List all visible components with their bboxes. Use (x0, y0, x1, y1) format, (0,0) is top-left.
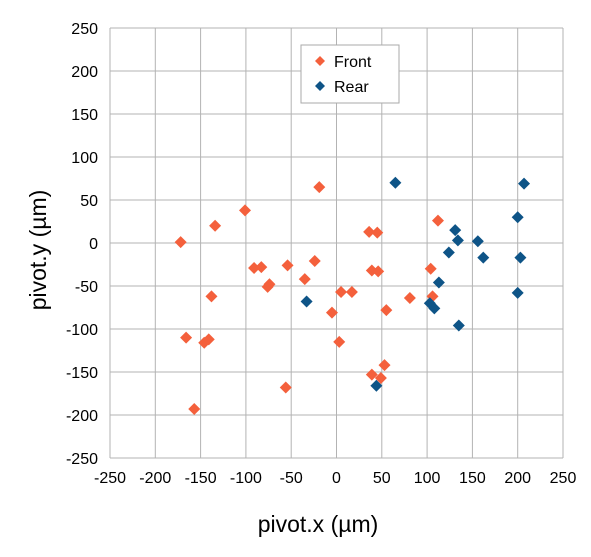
x-tick-label: 0 (332, 470, 341, 487)
data-point-front (333, 335, 346, 348)
y-tick-label: -150 (66, 365, 98, 382)
data-point-front (363, 225, 376, 238)
y-tick-label: 250 (71, 21, 98, 38)
y-tick-label: 100 (71, 150, 98, 167)
data-point-front (281, 259, 294, 272)
data-point-front (431, 214, 444, 227)
data-point-rear (471, 235, 484, 248)
data-point-front (263, 278, 276, 291)
y-tick-label: 150 (71, 107, 98, 124)
data-point-front (372, 265, 385, 278)
data-point-front (403, 292, 416, 305)
data-point-front (174, 236, 187, 249)
data-point-rear (451, 234, 464, 247)
data-point-front (255, 261, 268, 274)
data-point-front (335, 286, 348, 299)
data-point-rear (477, 251, 490, 264)
y-tick-label: -50 (75, 279, 98, 296)
data-point-front (308, 255, 321, 268)
x-tick-label: -100 (230, 470, 262, 487)
data-point-front (248, 261, 261, 274)
data-point-front (380, 304, 393, 317)
tick-labels: -250 -200 -150 -100 -50 0 50 100 150 200 250 -250 -2… (66, 21, 576, 487)
data-point-rear (432, 276, 445, 289)
data-point-rear (442, 246, 455, 259)
data-point-front (424, 262, 437, 275)
data-points (174, 176, 531, 415)
x-tick-label: 200 (504, 470, 531, 487)
y-tick-label: -200 (66, 408, 98, 425)
y-tick-label: -100 (66, 322, 98, 339)
data-point-rear (511, 211, 524, 224)
data-point-rear (452, 319, 465, 332)
legend-label-rear: Rear (334, 79, 369, 96)
data-point-rear (518, 177, 531, 190)
y-tick-label: 200 (71, 64, 98, 81)
data-point-front (205, 290, 218, 303)
legend-label-front: Front (334, 54, 372, 71)
data-point-front (279, 381, 292, 394)
legend: Front Rear (300, 44, 400, 104)
legend-marker-front (315, 56, 325, 66)
x-tick-label: -200 (139, 470, 171, 487)
x-tick-label: -150 (185, 470, 217, 487)
x-tick-label: -250 (94, 470, 126, 487)
data-point-front (238, 204, 251, 217)
data-point-rear (300, 295, 313, 308)
y-tick-label: 0 (89, 236, 98, 253)
legend-marker-rear (315, 81, 325, 91)
data-point-front (313, 181, 326, 194)
data-point-front (202, 333, 215, 346)
data-point-rear (449, 224, 462, 237)
x-tick-label: 250 (550, 470, 577, 487)
data-point-front (298, 273, 311, 286)
data-point-front (345, 286, 358, 299)
data-point-front (209, 219, 222, 232)
data-point-front (371, 226, 384, 239)
data-point-front (365, 368, 378, 381)
data-point-rear (428, 302, 441, 315)
data-point-rear (389, 176, 402, 189)
data-point-front (378, 359, 391, 372)
data-point-front (374, 372, 387, 385)
x-tick-label: -50 (280, 470, 303, 487)
data-point-front (188, 402, 201, 415)
data-point-rear (370, 379, 383, 392)
data-point-front (325, 306, 338, 319)
y-tick-label: -250 (66, 451, 98, 468)
legend-box (300, 44, 400, 104)
data-point-rear (511, 286, 524, 299)
x-axis-title: pivot.x (µm) (258, 511, 379, 537)
x-tick-label: 100 (414, 470, 441, 487)
data-point-front (180, 331, 193, 344)
x-tick-label: 50 (373, 470, 391, 487)
x-tick-label: 150 (459, 470, 486, 487)
y-tick-label: 50 (80, 193, 98, 210)
data-point-rear (514, 251, 527, 264)
y-axis-title: pivot.y (µm) (25, 190, 51, 311)
